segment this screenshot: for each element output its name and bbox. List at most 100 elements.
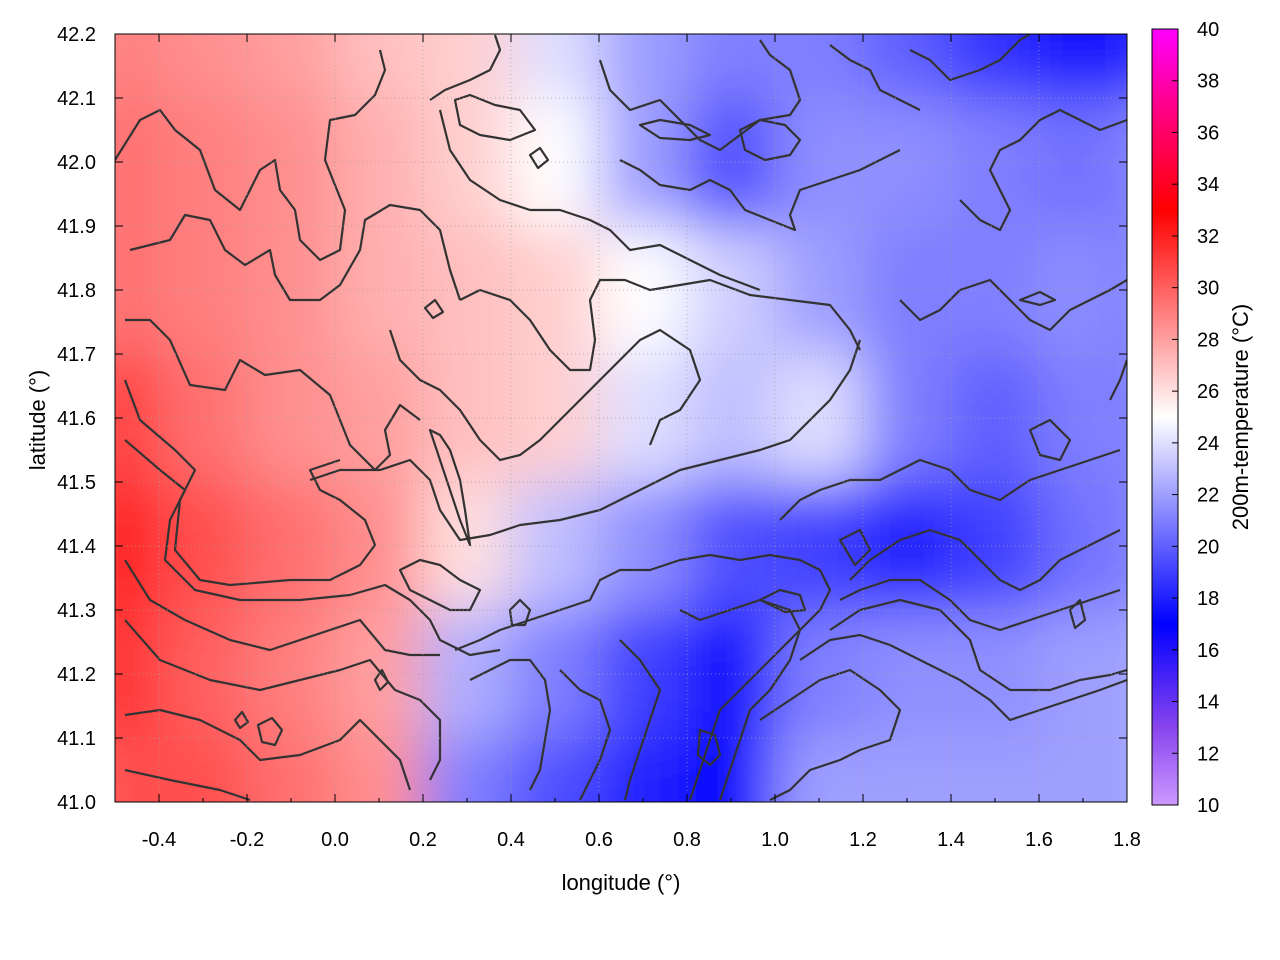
colorbar-tick-label: 16 (1197, 640, 1219, 662)
colorbar-tick-label: 14 (1197, 692, 1219, 714)
contour-line (459, 278, 861, 372)
field-cell (335, 738, 424, 802)
contour-line (129, 203, 462, 302)
field-cell (159, 34, 248, 99)
contour-line (388, 328, 702, 462)
field-cell (1105, 738, 1127, 802)
colorbar-tick-label: 28 (1197, 329, 1219, 351)
contour-line (849, 528, 1121, 592)
colorbar-ramp (1151, 28, 1179, 806)
contour-line (758, 588, 807, 614)
colorbar-tick-label: 30 (1197, 278, 1219, 300)
contour-line (508, 598, 532, 627)
contour-line (528, 146, 550, 170)
contour-line (899, 278, 1127, 332)
x-tick-label: 0.2 (409, 829, 437, 851)
field-cell (247, 34, 336, 99)
contour-line (1068, 598, 1087, 630)
y-tick-label: 41.7 (57, 344, 96, 366)
contour-line (696, 728, 722, 767)
field-cell (687, 738, 776, 802)
contour-line (115, 49, 387, 262)
contour-line (453, 93, 537, 142)
field-cell (1039, 738, 1106, 802)
contour-line (619, 639, 662, 801)
field-cell (115, 738, 160, 802)
contour-line (124, 439, 501, 657)
contour-line (1028, 418, 1072, 462)
field-cell (1039, 34, 1106, 99)
field-cell (115, 34, 160, 99)
plot-area: -0.4 -0.2 0.0 0.2 0.4 0.6 0.8 1.0 1.2 1.4 1.6 1.8 4… (57, 24, 1141, 851)
y-axis: 41.0 41.1 41.2 41.3 41.4 41.5 41.6 41.7 41.8 41.9… (57, 24, 1127, 814)
contour-line (1018, 290, 1057, 307)
y-tick-label: 41.6 (57, 408, 96, 430)
y-tick-label: 41.5 (57, 472, 96, 494)
x-tick-label: -0.2 (230, 829, 264, 851)
contour-line (124, 768, 251, 802)
colorbar-tick-label: 20 (1197, 536, 1219, 558)
x-tick-label: 1.8 (1113, 829, 1141, 851)
field-cell (423, 738, 512, 802)
field-cell (775, 34, 864, 99)
colorbar-tick-label: 32 (1197, 226, 1219, 248)
contour-line (838, 528, 872, 567)
contour-line (839, 578, 1121, 632)
contour-lines (115, 34, 1127, 802)
colorbar-tick-label: 12 (1197, 743, 1219, 765)
temperature-field (115, 34, 1127, 802)
field-cell (1039, 354, 1106, 483)
y-tick-label: 41.1 (57, 728, 96, 750)
colorbar-tick-label: 24 (1197, 433, 1219, 455)
y-axis-label: latitude (°) (25, 370, 50, 471)
field-cell (951, 34, 1040, 99)
field-cell (247, 738, 336, 802)
field-cell (1105, 34, 1127, 99)
contour-line (799, 633, 1127, 722)
y-tick-label: 42.1 (57, 88, 96, 110)
x-tick-label: 1.2 (849, 829, 877, 851)
x-tick-label: 0.8 (673, 829, 701, 851)
field-cell (1039, 98, 1106, 227)
contour-line (124, 708, 412, 791)
field-cell (335, 34, 424, 99)
y-tick-label: 41.9 (57, 216, 96, 238)
colorbar-label: 200m-temperature (°C) (1228, 304, 1253, 530)
field-cell (687, 34, 776, 99)
colorbar: 10 12 14 16 18 20 22 24 26 28 30 32 34 36 38 40 200m-te… (1151, 19, 1253, 817)
contour-line (619, 149, 901, 232)
colorbar-tick-label: 18 (1197, 588, 1219, 610)
y-tick-label: 42.2 (57, 24, 96, 46)
contour-line (124, 559, 440, 657)
contour-line (598, 39, 802, 152)
field-cell (159, 738, 248, 802)
contour-line (959, 108, 1127, 232)
contour-line (256, 716, 284, 747)
colorbar-tick-label: 22 (1197, 485, 1219, 507)
y-tick-label: 41.4 (57, 536, 96, 558)
contour-line (429, 34, 502, 101)
x-tick-label: 0.0 (321, 829, 349, 851)
x-tick-label: 1.4 (937, 829, 965, 851)
contour-line (909, 34, 1031, 82)
contour-line (124, 619, 442, 781)
contour-line (759, 668, 902, 801)
field-cell (951, 738, 1040, 802)
colorbar-tick-label: 38 (1197, 71, 1219, 93)
x-tick-label: -0.4 (142, 829, 176, 851)
contour-line (469, 658, 552, 791)
contour-line (454, 553, 832, 801)
y-tick-label: 41.2 (57, 664, 96, 686)
x-tick-label: 1.6 (1025, 829, 1053, 851)
x-tick-label: 0.4 (497, 829, 525, 851)
contour-line (638, 118, 712, 142)
contour-line (829, 44, 921, 111)
contour-line (423, 298, 445, 320)
field-cell (599, 738, 688, 802)
x-axis-label: longitude (°) (562, 870, 681, 895)
contour-line (779, 448, 1121, 521)
colorbar-tick-label: 36 (1197, 122, 1219, 144)
contour-line (1109, 359, 1127, 401)
y-tick-label: 42.0 (57, 152, 96, 174)
